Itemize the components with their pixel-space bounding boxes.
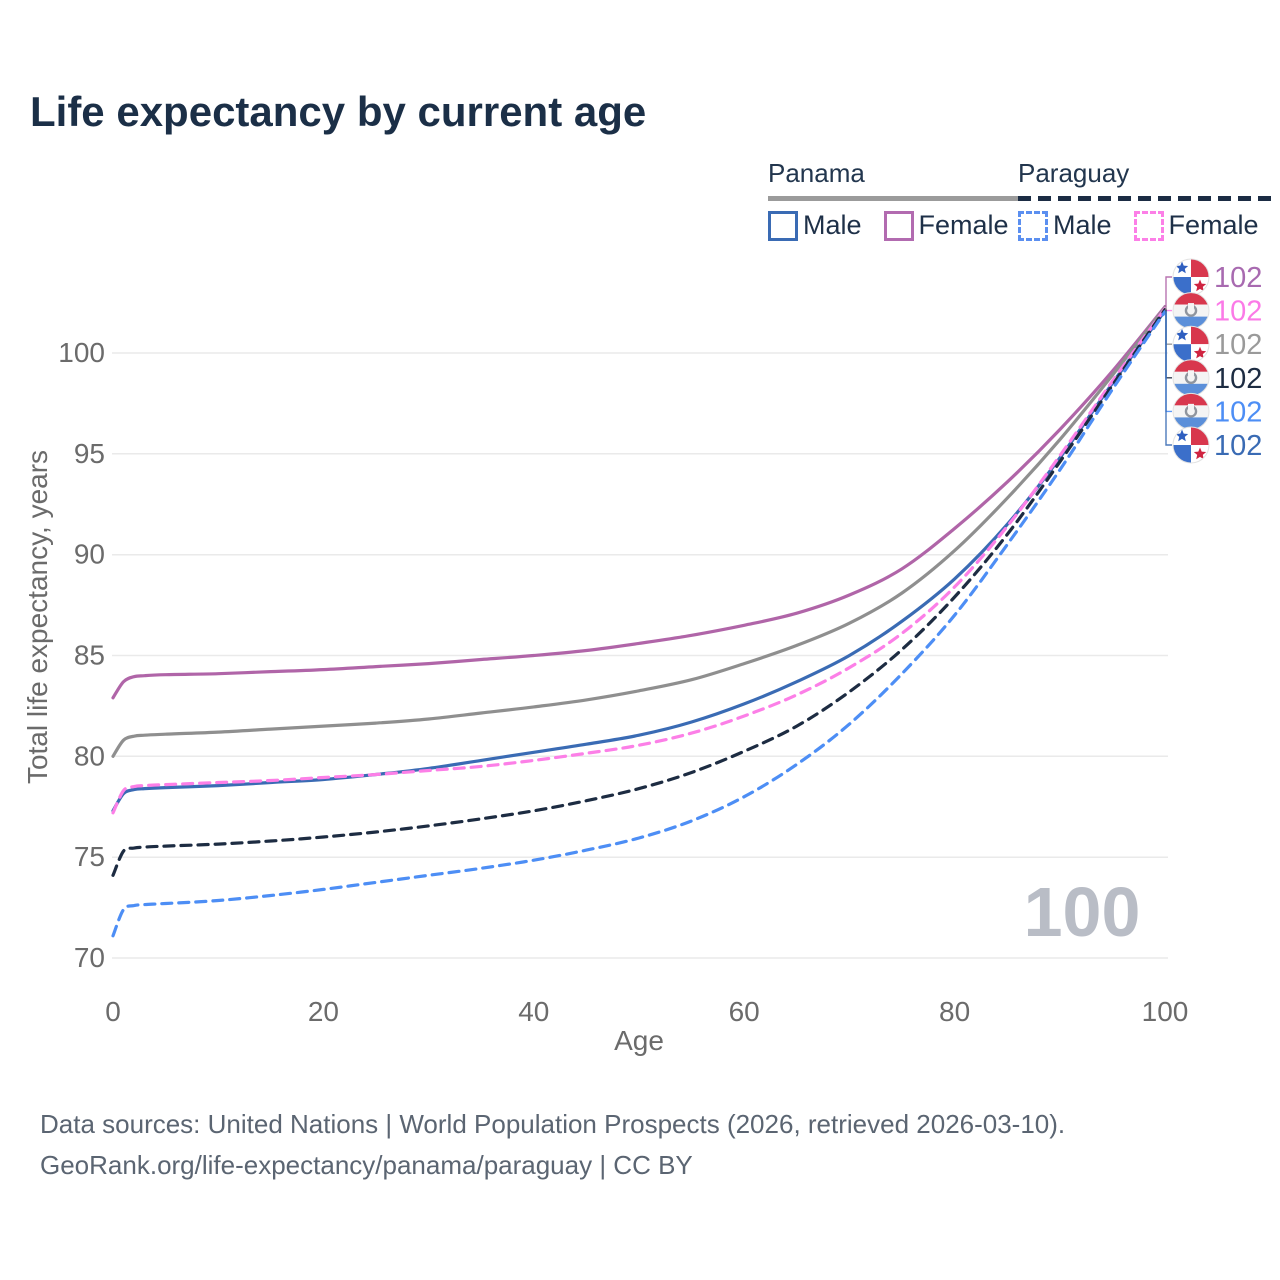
panama-solid-line-swatch bbox=[768, 196, 1025, 201]
y-tick-label: 80 bbox=[74, 740, 105, 771]
legend-group-paraguay: Paraguay Male Female bbox=[1018, 158, 1275, 241]
legend-label: Female bbox=[1168, 210, 1259, 240]
footer: Data sources: United Nations | World Pop… bbox=[40, 1104, 1065, 1186]
x-tick-label: 80 bbox=[939, 996, 970, 1027]
footer-attribution: GeoRank.org/life-expectancy/panama/parag… bbox=[40, 1150, 693, 1180]
end-value-label: 102 bbox=[1214, 363, 1262, 395]
end-label-leader bbox=[1165, 307, 1172, 345]
series-line-panama-male[interactable] bbox=[111, 309, 1167, 813]
y-axis-title: Total life expectancy, years bbox=[22, 450, 53, 784]
y-tick-label: 85 bbox=[74, 640, 105, 671]
end-label-leader bbox=[1165, 276, 1172, 307]
footer-data-sources: Data sources: United Nations | World Pop… bbox=[40, 1109, 1066, 1139]
legend-item-panama-male[interactable]: Male bbox=[768, 210, 862, 241]
paraguay-male-swatch-icon bbox=[1018, 210, 1048, 241]
x-tick-label: 0 bbox=[105, 996, 121, 1027]
end-value-label: 102 bbox=[1214, 329, 1262, 361]
y-tick-label: 70 bbox=[74, 942, 105, 973]
series-line-paraguay-both-sexes[interactable] bbox=[111, 308, 1167, 877]
legend-item-paraguay-male[interactable]: Male bbox=[1018, 210, 1112, 241]
legend-label: Male bbox=[1053, 210, 1112, 240]
series-line-panama-both-sexes[interactable] bbox=[111, 306, 1167, 758]
legend-country-panama[interactable]: Panama bbox=[768, 158, 865, 188]
panama-flag-icon bbox=[1172, 258, 1210, 296]
panama-female-swatch-icon bbox=[883, 210, 914, 241]
paraguay-flag-icon bbox=[1172, 359, 1210, 397]
y-tick-label: 100 bbox=[58, 337, 105, 368]
y-tick-label: 90 bbox=[74, 539, 105, 570]
y-tick-label: 75 bbox=[74, 841, 105, 872]
end-value-label: 102 bbox=[1214, 296, 1262, 328]
end-label-leader bbox=[1165, 308, 1172, 312]
y-tick-label: 95 bbox=[74, 438, 105, 469]
legend-country-paraguay[interactable]: Paraguay bbox=[1018, 158, 1130, 188]
panama-flag-icon bbox=[1172, 426, 1210, 464]
x-axis-title: Age bbox=[614, 1025, 664, 1056]
legend-label: Female bbox=[918, 210, 1009, 240]
series-line-paraguay-male[interactable] bbox=[111, 310, 1167, 938]
x-tick-label: 40 bbox=[518, 996, 549, 1027]
x-tick-label: 100 bbox=[1142, 996, 1189, 1027]
end-label-leader bbox=[1165, 311, 1172, 413]
paraguay-flag-icon bbox=[1172, 292, 1210, 330]
panama-male-swatch-icon bbox=[768, 210, 798, 241]
legend-group-panama: Panama Male Female bbox=[768, 158, 1025, 241]
series-line-paraguay-female[interactable] bbox=[111, 307, 1167, 815]
series-line-panama-female[interactable] bbox=[111, 305, 1167, 700]
x-tick-label: 60 bbox=[729, 996, 760, 1027]
legend-item-paraguay-female[interactable]: Female bbox=[1133, 210, 1259, 241]
paraguay-flag-icon bbox=[1172, 392, 1210, 430]
paraguay-female-swatch-icon bbox=[1133, 210, 1164, 241]
end-value-label: 102 bbox=[1214, 262, 1262, 294]
legend-label: Male bbox=[803, 210, 862, 240]
end-label-leader bbox=[1165, 310, 1172, 446]
end-value-label: 102 bbox=[1214, 396, 1262, 428]
age-counter-watermark: 100 bbox=[1023, 873, 1141, 951]
x-tick-label: 20 bbox=[308, 996, 339, 1027]
end-value-label: 102 bbox=[1214, 430, 1262, 462]
panama-flag-icon bbox=[1172, 325, 1210, 363]
paraguay-dashed-line-swatch bbox=[1018, 196, 1275, 201]
legend-item-panama-female[interactable]: Female bbox=[883, 210, 1009, 241]
page-title: Life expectancy by current age bbox=[30, 88, 647, 135]
